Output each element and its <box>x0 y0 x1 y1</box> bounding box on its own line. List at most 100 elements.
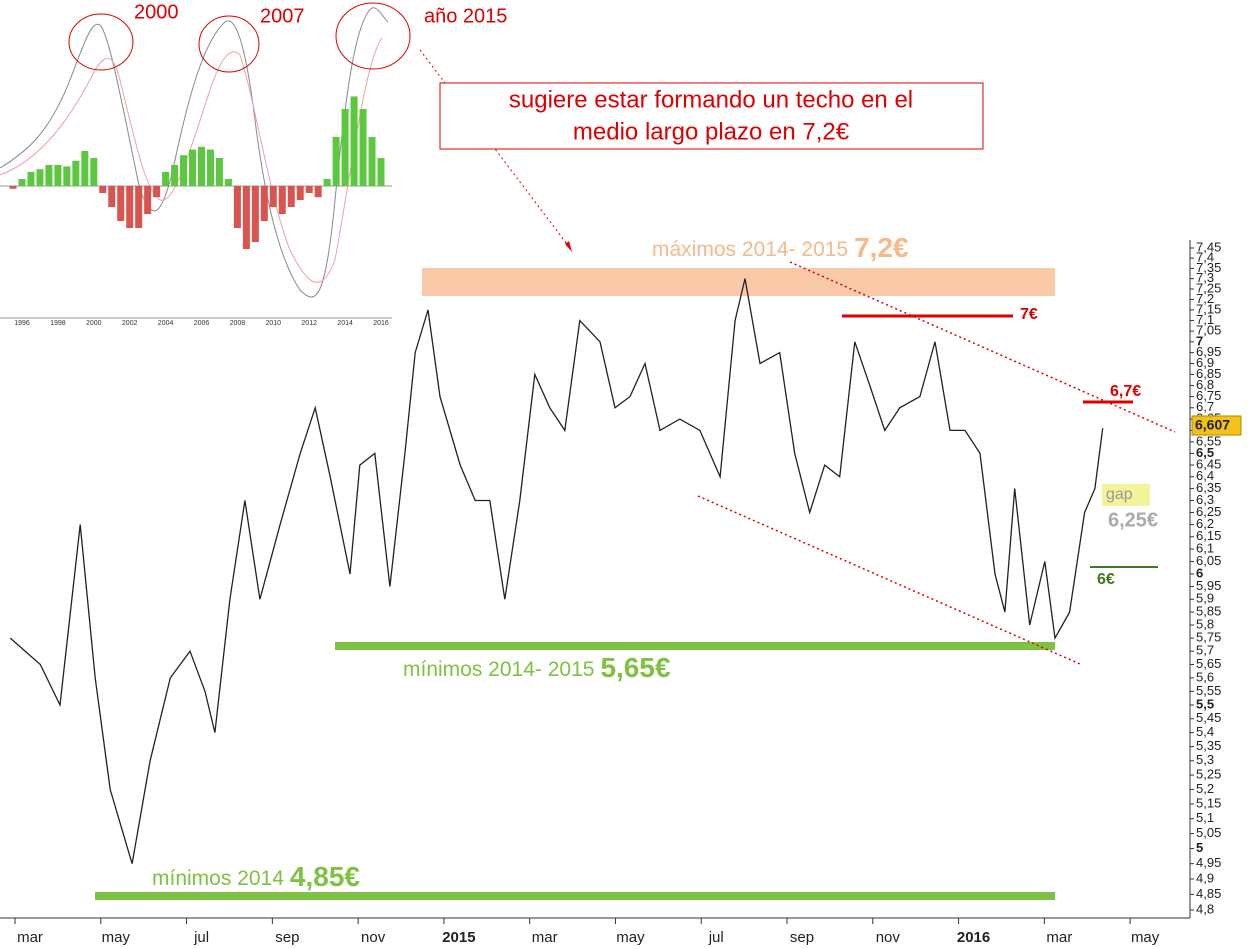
y-tick-label: 5,2 <box>1196 781 1214 796</box>
annotation-label: mínimos 2014- 2015 <box>403 658 594 681</box>
annotation: mínimos 2014- 2015 5,65€ <box>403 652 671 683</box>
highlight-circle <box>335 2 411 70</box>
y-tick-label: 6,55 <box>1196 433 1221 448</box>
annotation-value: 7,2€ <box>854 232 909 263</box>
x-tick-label: mar <box>1046 929 1072 946</box>
annotation-value: 5,65€ <box>600 652 670 683</box>
inset-x-tick-label: 2000 <box>86 320 102 327</box>
inset-bar <box>81 151 89 186</box>
support-line <box>335 642 1055 650</box>
y-tick-label: 6,45 <box>1196 456 1221 471</box>
y-tick-label: 7,3 <box>1196 270 1214 285</box>
x-tick-label: 2016 <box>957 929 990 946</box>
y-tick-label: 6,85 <box>1196 366 1221 381</box>
x-tick-label: may <box>616 929 645 946</box>
x-tick-label: sep <box>790 929 814 946</box>
inset-bar <box>350 96 358 186</box>
y-tick-label: 4,9 <box>1196 870 1214 885</box>
annotation-label: máximos 2014- 2015 <box>652 238 848 261</box>
trend-line <box>789 261 1176 433</box>
y-tick-label: 5,3 <box>1196 752 1214 767</box>
price-line <box>9 278 1104 864</box>
y-tick-label: 6,3 <box>1196 492 1214 507</box>
inset-x-tick-label: 2006 <box>194 320 210 327</box>
inset-bar <box>18 179 26 186</box>
y-tick-label: 5,25 <box>1196 766 1221 781</box>
x-tick-label: 2015 <box>442 929 475 946</box>
x-tick-label: jul <box>708 929 724 946</box>
x-tick-label: mar <box>532 929 558 946</box>
inset-bar <box>287 186 295 207</box>
level-label: 7€ <box>1020 306 1038 323</box>
x-tick-label: mar <box>17 929 43 946</box>
inset-bar <box>206 149 214 186</box>
inset-bar <box>260 186 268 221</box>
inset-bar <box>296 186 304 200</box>
inset-bar <box>323 179 331 186</box>
inset-bar <box>36 169 44 186</box>
y-tick-label: 5,05 <box>1196 825 1221 840</box>
y-tick-label: 5,45 <box>1196 710 1221 725</box>
gap-label: gap <box>1106 486 1133 503</box>
y-tick-label: 4,85 <box>1196 886 1221 901</box>
cycle-label: año 2015 <box>424 5 507 27</box>
inset-bar <box>233 186 241 228</box>
inset-bar <box>215 158 223 186</box>
callout-text: medio largo plazo en 7,2€ <box>573 118 850 145</box>
axes: 7,457,47,357,37,257,27,157,17,0576,956,9… <box>0 239 1221 946</box>
inset-bar <box>117 186 125 221</box>
y-tick-label: 5,4 <box>1196 724 1214 739</box>
y-tick-label: 6,5 <box>1196 445 1214 460</box>
last-price: 6,607 <box>1195 417 1230 433</box>
x-tick-label: nov <box>361 929 386 946</box>
inset-bar <box>162 172 170 186</box>
inset-x-tick-label: 2012 <box>301 320 317 327</box>
inset-bar <box>171 165 179 186</box>
inset-bar <box>90 158 98 186</box>
highlight-circle <box>68 13 134 71</box>
inset-bar <box>198 146 205 186</box>
support-line <box>95 892 1055 900</box>
x-tick-label: nov <box>876 929 901 946</box>
y-tick-label: 4,8 <box>1196 901 1214 916</box>
inset-chart: 1996 1998 2000 2002 2004 2006 2008 2010 2012 2014… <box>0 0 411 330</box>
inset-bar <box>377 158 385 186</box>
annotations-under <box>95 268 1055 900</box>
y-tick-label: 6,25 <box>1196 504 1221 519</box>
inset-bar <box>269 186 277 207</box>
inset-bar <box>54 165 62 186</box>
y-tick-label: 7,35 <box>1196 260 1221 275</box>
gap-box <box>1102 484 1150 506</box>
y-tick-label: 7 <box>1196 333 1203 348</box>
y-tick-label: 6,9 <box>1196 355 1214 370</box>
y-tick-label: 6,7 <box>1196 399 1214 414</box>
inset-bar <box>72 160 80 186</box>
y-tick-label: 5,85 <box>1196 604 1221 619</box>
y-tick-label: 6,4 <box>1196 468 1214 483</box>
level-label: 6,7€ <box>1110 383 1141 400</box>
y-tick-label: 6,15 <box>1196 528 1221 543</box>
inset-x-tick-label: 2008 <box>230 320 246 327</box>
y-tick-label: 6,2 <box>1196 516 1214 531</box>
inset-x-tick-label: 2014 <box>337 320 353 327</box>
cycle-label: 2000 <box>134 1 179 23</box>
inset-bar <box>368 137 376 186</box>
inset-x-tick-label: 1998 <box>50 320 66 327</box>
y-tick-label: 6,1 <box>1196 541 1214 556</box>
inset-bar <box>27 172 35 186</box>
signal-line <box>0 37 383 283</box>
x-tick-label: jul <box>193 929 209 946</box>
annotation: mínimos 2014 4,85€ <box>152 861 360 892</box>
inset-bar <box>126 186 134 228</box>
inset-bar <box>153 186 161 198</box>
inset-x-tick-label: 2016 <box>373 320 389 327</box>
y-tick-label: 5,15 <box>1196 795 1221 810</box>
y-tick-label: 4,95 <box>1196 855 1221 870</box>
gap-value: 6,25€ <box>1108 509 1158 531</box>
y-tick-label: 6,05 <box>1196 553 1221 568</box>
inset-bar <box>359 109 367 186</box>
y-tick-label: 5,6 <box>1196 669 1214 684</box>
level-label: 6€ <box>1097 571 1115 588</box>
inset-bar <box>108 186 116 207</box>
